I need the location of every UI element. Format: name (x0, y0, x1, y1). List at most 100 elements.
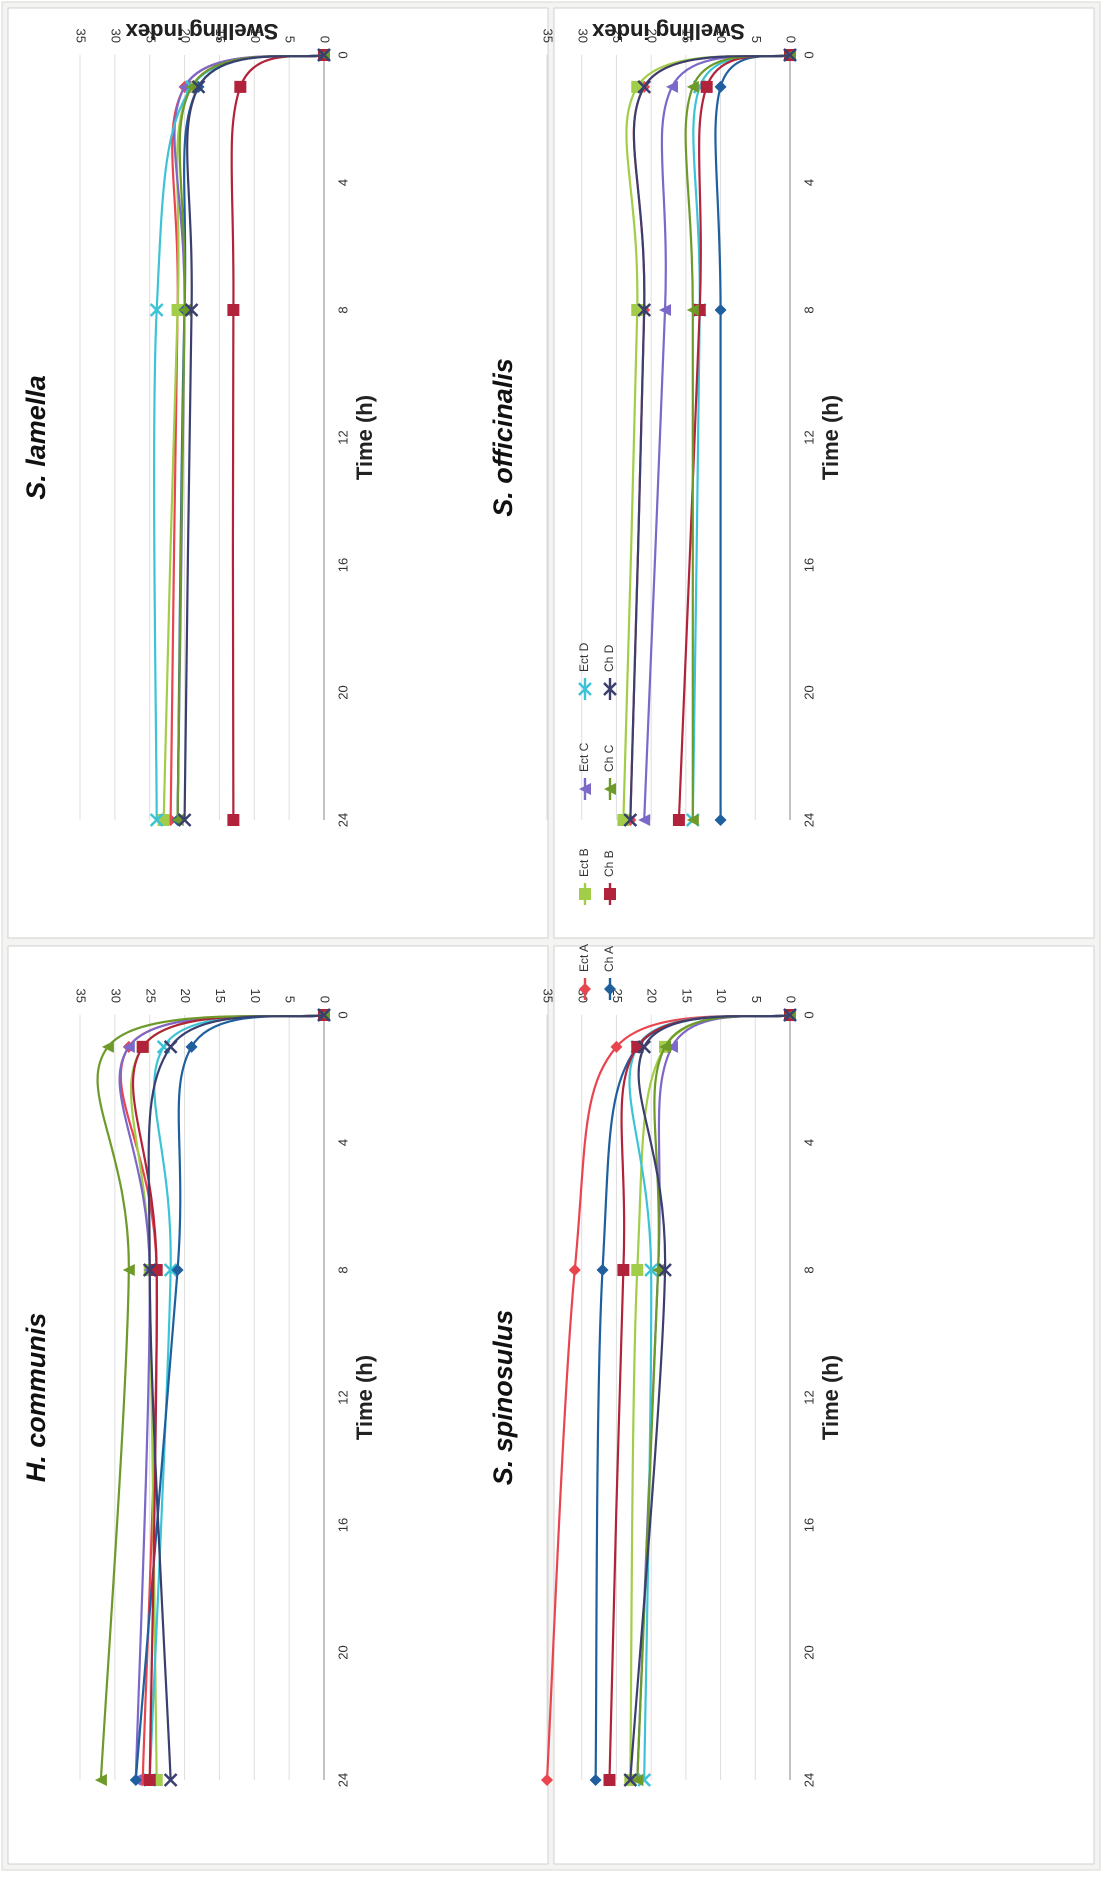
x-tick-label: 16 (335, 1518, 350, 1532)
chart-title: H. communis (21, 1313, 51, 1483)
series-ect-c (638, 49, 796, 826)
x-tick-label: 16 (801, 1518, 816, 1532)
y-tick-label: 30 (575, 29, 590, 43)
data-point-ect-b (171, 304, 184, 316)
data-point-ch-c (686, 304, 699, 316)
y-tick-label: 10 (714, 989, 729, 1003)
data-point-ch-a (171, 1264, 184, 1276)
x-axis-title: Time (h) (352, 1355, 377, 1440)
chart-title: S. lamella (21, 375, 51, 500)
y-tick-label: 5 (283, 36, 298, 43)
data-point-ch-b (136, 1040, 149, 1053)
data-point-ch-d (177, 813, 192, 827)
y-tick-label: 5 (749, 36, 764, 43)
x-tick-label: 0 (335, 1011, 350, 1018)
legend-label: Ch A (602, 946, 616, 972)
data-point-ch-b (672, 814, 685, 826)
y-tick-label: 10 (714, 29, 729, 43)
series-line-ch-b (677, 53, 791, 821)
x-tick-label: 4 (801, 1139, 816, 1146)
x-tick-label: 20 (335, 685, 350, 699)
y-tick-label: 0 (318, 36, 333, 43)
x-tick-label: 4 (801, 179, 816, 186)
panel-frame (553, 945, 1095, 1865)
data-point-ch-b (227, 814, 240, 826)
series-line-ect-c (643, 53, 791, 821)
data-point-ect-d (149, 303, 164, 317)
chart-h-communis: 0 5 10 15 20 25 30 35 0 4 8 12 16 20 24 Swelling index T… (21, 19, 377, 1787)
data-point-ch-b (603, 1774, 616, 1786)
y-tick-label: 25 (610, 989, 625, 1003)
y-tick-label: 15 (213, 989, 228, 1003)
data-point-ect-c (659, 304, 672, 316)
data-point-ch-b (700, 80, 713, 93)
y-tick-label: 30 (108, 29, 123, 43)
y-tick-label: 25 (143, 989, 158, 1003)
x-axis-title: Time (h) (818, 1355, 843, 1440)
series-line-ch-b (230, 53, 325, 821)
chart-title: S. officinalis (488, 358, 518, 517)
series-ch-d (623, 1008, 797, 1787)
x-tick-label: 12 (801, 430, 816, 444)
x-axis-title: Time (h) (352, 395, 377, 480)
y-tick-label: 20 (645, 29, 660, 43)
x-axis-title: Time (h) (818, 395, 843, 480)
data-point-ch-a (589, 1774, 602, 1786)
y-tick-label: 10 (248, 989, 263, 1003)
legend-label: Ch C (602, 744, 616, 772)
x-tick-label: 4 (335, 179, 350, 186)
y-tick-label: 35 (541, 29, 556, 43)
x-tick-label: 12 (801, 1390, 816, 1404)
series-line-ect-a (545, 1013, 791, 1781)
data-point-ect-c (665, 80, 678, 93)
data-point-legend-ch-d (603, 682, 617, 696)
series-line-ect-d (691, 53, 791, 821)
x-tick-label: 24 (801, 1773, 816, 1787)
series-ch-c (684, 49, 796, 826)
y-tick-label: 20 (645, 989, 660, 1003)
data-point-ch-c (631, 1774, 644, 1786)
series-line-ch-d (629, 1013, 791, 1781)
data-point-ch-d (658, 1263, 672, 1277)
x-tick-label: 0 (335, 51, 350, 58)
series-line-ch-d (183, 53, 325, 821)
chart-s-lamella: 0 5 10 15 20 25 30 35 0 4 8 12 16 20 24 Swelling index T… (21, 19, 377, 827)
data-point-ch-c (101, 1040, 114, 1053)
series-line-ch-d (629, 53, 791, 821)
legend-label: Ch D (602, 644, 616, 672)
panel-frame (553, 7, 1095, 939)
series-line-ch-d (147, 1013, 325, 1781)
legend-label: Ect B (577, 848, 591, 877)
panel-frame (7, 7, 549, 939)
data-point-ch-d (623, 1773, 638, 1787)
x-tick-label: 8 (335, 1266, 350, 1273)
chart-s-officinalis: 0 5 10 15 20 25 30 35 0 4 8 12 16 20 24 Swelling index T… (488, 19, 843, 827)
y-axis-title: Swelling index (125, 19, 279, 44)
y-tick-label: 15 (679, 989, 694, 1003)
x-tick-label: 16 (801, 558, 816, 572)
x-tick-label: 4 (335, 1139, 350, 1146)
x-tick-label: 16 (335, 558, 350, 572)
legend-item-ect-b: Ect B (577, 848, 591, 905)
series-line-ch-b (131, 1013, 325, 1781)
y-tick-label: 15 (679, 29, 694, 43)
legend-label: Ect D (577, 642, 591, 672)
data-point-legend-ect-d (578, 682, 592, 696)
data-point-ect-c (638, 814, 651, 826)
data-point-ch-c (686, 80, 699, 93)
x-tick-label: 12 (335, 1390, 350, 1404)
data-point-ch-d (783, 48, 797, 62)
x-tick-label: 12 (335, 430, 350, 444)
data-point-ch-a (129, 1774, 142, 1786)
data-point-ch-d (637, 303, 652, 317)
panel-frame (7, 945, 549, 1865)
legend-item-ect-a: Ect A (577, 944, 591, 1000)
data-point-ch-a (596, 1264, 609, 1276)
y-tick-label: 20 (178, 989, 193, 1003)
legend-label: Ect C (577, 742, 591, 772)
data-point-ch-d (163, 1773, 178, 1787)
y-axis-title: Swelling index (591, 19, 745, 44)
x-tick-label: 24 (335, 813, 350, 827)
